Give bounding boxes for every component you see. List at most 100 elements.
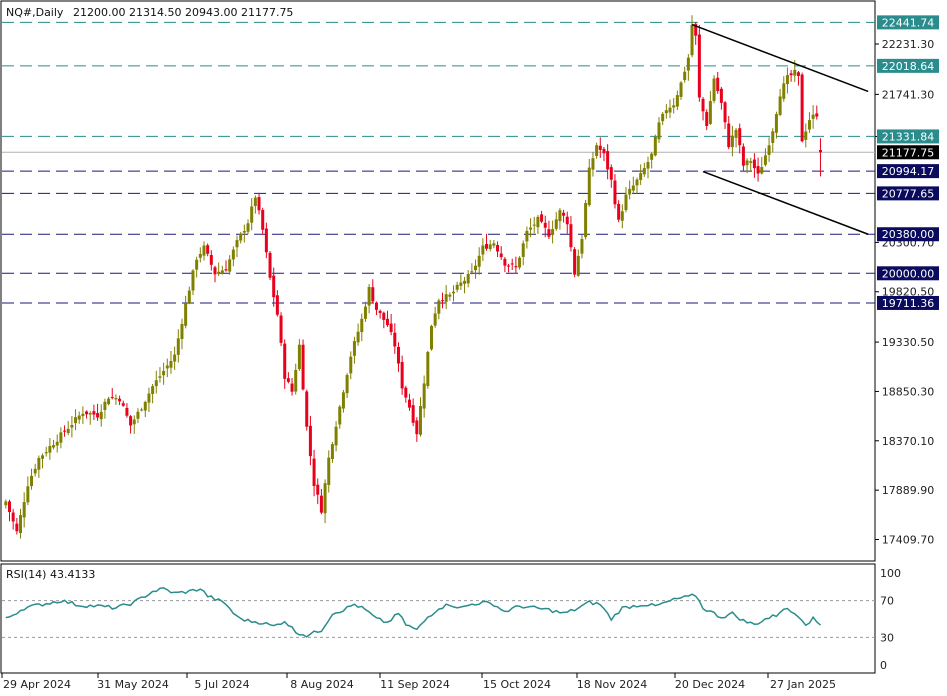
candle-body [741, 146, 745, 166]
candle-body [363, 306, 367, 319]
candle-body [301, 344, 305, 390]
price-label: 20380.00 [882, 228, 935, 241]
candle-body [121, 403, 125, 406]
candle-body [664, 110, 668, 114]
ohlc-label: 21200.00 21314.50 20943.00 21177.75 [73, 6, 293, 19]
candle-body [712, 78, 716, 101]
candle-body [59, 432, 63, 443]
candle-body [206, 245, 210, 254]
candle-body [294, 369, 298, 392]
candle-body [286, 378, 290, 382]
candle-body [782, 83, 786, 99]
rsi-line [5, 587, 821, 638]
rsi-label: RSI(14) 43.4133 [6, 568, 95, 581]
candle-body [37, 457, 41, 470]
candle-body [140, 409, 144, 411]
candle-body [668, 107, 672, 113]
candle-body [385, 318, 389, 326]
candle-body [749, 161, 753, 163]
candle-body [785, 75, 789, 85]
candle-body [540, 214, 544, 222]
candle-body [602, 148, 606, 154]
candle-body [642, 168, 646, 175]
candle-body [63, 430, 67, 432]
candle-body [727, 123, 731, 148]
candle-body [756, 166, 760, 174]
candle-body [767, 145, 771, 155]
candle-body [360, 318, 364, 333]
channel-lower-line [702, 170, 869, 235]
rsi-panel-frame [0, 563, 876, 674]
candle-body [763, 155, 767, 165]
candle-body [793, 69, 797, 76]
candle-body [257, 197, 261, 211]
x-tick-label: 29 Apr 2024 [3, 678, 71, 691]
candle-body [81, 413, 85, 417]
candle-body [422, 383, 426, 409]
candle-body [110, 396, 114, 398]
candle-body [466, 273, 470, 284]
candle-body [132, 419, 136, 425]
candle-body [323, 483, 327, 514]
candle-body [261, 209, 265, 230]
candle-body [591, 158, 595, 170]
candle-body [576, 255, 580, 276]
candle-body [26, 486, 30, 503]
candle-body [804, 131, 808, 140]
descending-channel [691, 23, 869, 235]
candle-body [198, 253, 202, 258]
candle-body [316, 484, 320, 495]
candle-body [734, 129, 738, 138]
candle-body [305, 391, 309, 427]
candle-body [176, 338, 180, 355]
candle-body [778, 96, 782, 115]
candle-body [418, 406, 422, 435]
candle-body [507, 265, 511, 267]
candle-body [44, 452, 48, 454]
candle-body [653, 136, 657, 156]
candle-body [400, 361, 404, 389]
candle-body [562, 212, 566, 216]
candle-body [52, 445, 56, 448]
candle-body [444, 294, 448, 302]
candle-body [96, 413, 100, 418]
candle-body [716, 77, 720, 92]
candle-body [162, 370, 166, 376]
candle-body [694, 23, 698, 36]
candle-body [529, 227, 533, 230]
candle-body [672, 105, 676, 108]
candle-body [789, 73, 793, 76]
candle-body [738, 128, 742, 146]
rsi-tick-label: 30 [880, 631, 894, 644]
candle-body [697, 34, 701, 98]
candle-body [15, 523, 19, 532]
candle-body [470, 271, 474, 273]
candle-body [499, 253, 503, 258]
candle-body [415, 420, 419, 435]
candle-body [349, 356, 353, 374]
candle-body [492, 243, 496, 246]
price-label-box [877, 58, 939, 73]
candle-body [675, 95, 679, 107]
candle-body [631, 185, 635, 191]
y-tick-label: 17889.90 [882, 484, 935, 497]
price-label: 21331.84 [882, 130, 935, 143]
candle-body [543, 222, 547, 228]
candle-body [99, 411, 103, 420]
candle-body [811, 114, 815, 119]
candle-body [815, 113, 819, 117]
price-label-box [877, 227, 939, 242]
candle-body [595, 145, 599, 157]
candle-body [279, 315, 283, 343]
candle-body [19, 515, 23, 534]
candle-body [275, 295, 279, 315]
rsi-tick-label: 0 [880, 659, 887, 672]
candle-body [404, 387, 408, 398]
candle-body [525, 230, 529, 242]
candle-body [730, 135, 734, 148]
candle-body [345, 375, 349, 394]
candle-body [253, 197, 257, 207]
candle-body [118, 398, 122, 402]
price-label: 21177.75 [882, 146, 935, 159]
candle-body [510, 263, 514, 265]
